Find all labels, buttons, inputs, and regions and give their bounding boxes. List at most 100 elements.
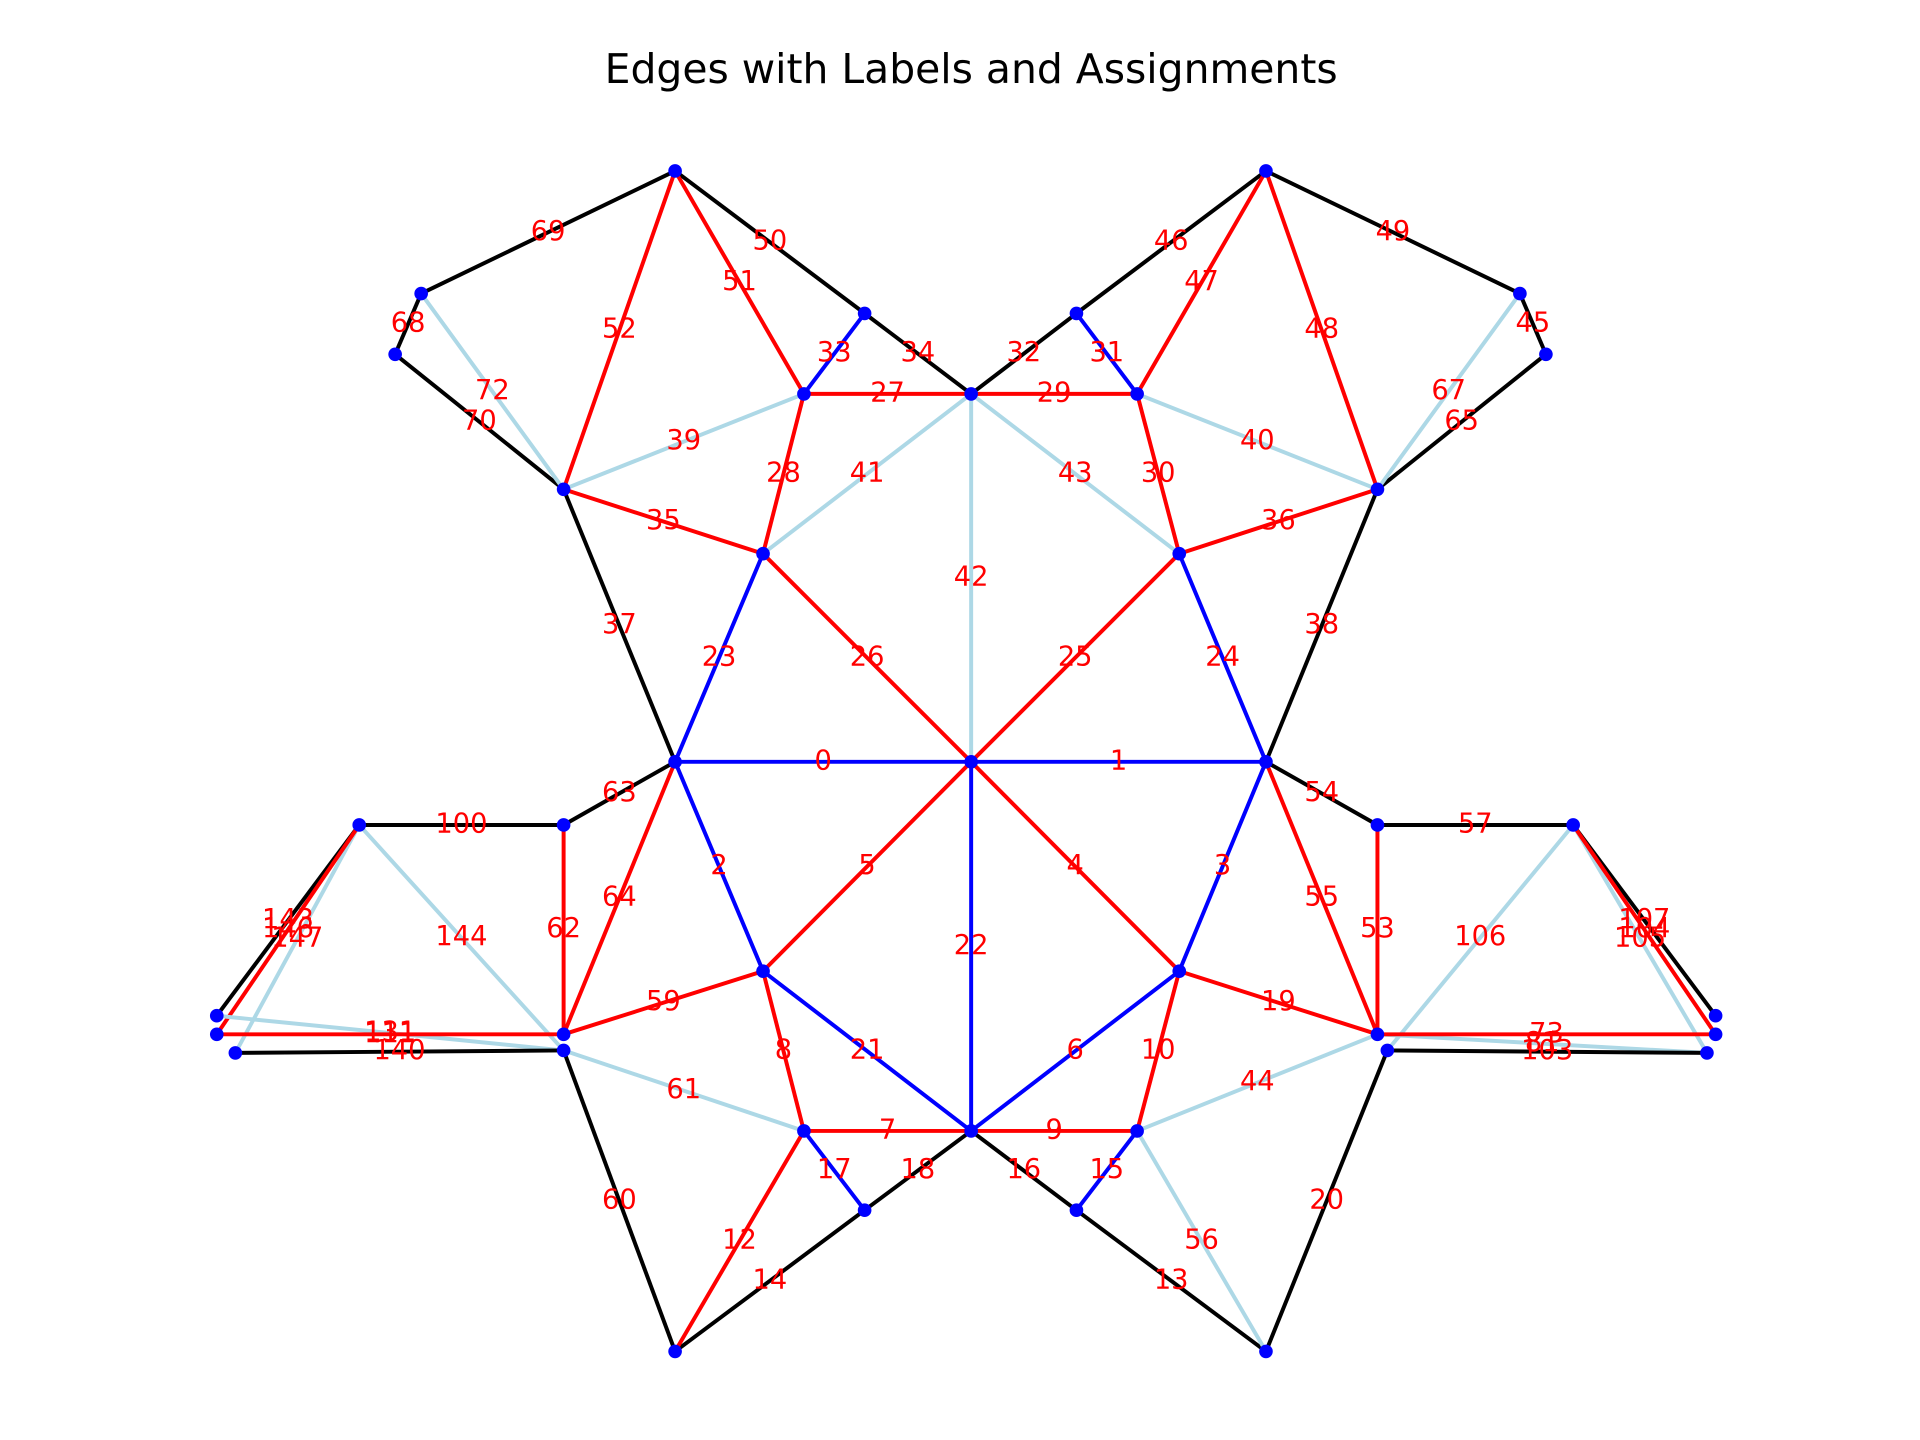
edge-label: 131 bbox=[364, 1017, 416, 1048]
edge bbox=[561, 170, 677, 490]
node bbox=[797, 1124, 811, 1138]
node bbox=[556, 1027, 571, 1042]
node bbox=[228, 1046, 243, 1060]
edge-label: 59 bbox=[646, 986, 681, 1017]
node bbox=[668, 164, 682, 178]
edge bbox=[969, 392, 1181, 556]
edge-label: 4 bbox=[1067, 850, 1084, 881]
edge-label: 45 bbox=[1516, 307, 1551, 338]
edges bbox=[215, 169, 1718, 1354]
edge-label: 10 bbox=[1141, 1035, 1176, 1066]
node bbox=[1380, 1043, 1395, 1058]
edge bbox=[1571, 823, 1718, 1036]
edge bbox=[1075, 1208, 1268, 1354]
edge bbox=[673, 169, 866, 315]
edge-label: 13 bbox=[1154, 1264, 1189, 1295]
edge-label: 54 bbox=[1304, 777, 1339, 808]
edge bbox=[673, 552, 765, 763]
edge bbox=[420, 169, 676, 296]
node bbox=[1259, 754, 1273, 769]
node bbox=[1259, 164, 1273, 178]
edge bbox=[561, 1049, 677, 1353]
edge-label: 103 bbox=[1521, 1035, 1573, 1066]
edge bbox=[1135, 169, 1268, 395]
node bbox=[797, 387, 811, 401]
node bbox=[1539, 347, 1553, 362]
edge-label: 22 bbox=[954, 930, 989, 961]
edge-label: 81 bbox=[1525, 1027, 1560, 1058]
node bbox=[1130, 1124, 1144, 1138]
edge-label: 7 bbox=[879, 1114, 896, 1145]
edge-label: 16 bbox=[1006, 1154, 1041, 1185]
edge bbox=[761, 760, 973, 973]
node bbox=[964, 1124, 978, 1138]
edge bbox=[419, 292, 566, 491]
edge-label: 39 bbox=[666, 425, 701, 456]
title: Edges with Labels and Assignments bbox=[605, 45, 1338, 93]
edge-label: 105 bbox=[1614, 922, 1666, 953]
edge bbox=[1264, 760, 1379, 827]
node bbox=[857, 306, 872, 321]
node bbox=[1708, 1008, 1723, 1023]
edge bbox=[235, 1048, 564, 1055]
edge-label: 33 bbox=[817, 337, 852, 368]
node bbox=[209, 1027, 224, 1042]
edge bbox=[1264, 170, 1380, 490]
edge bbox=[562, 760, 677, 827]
edge bbox=[761, 969, 973, 1133]
node bbox=[1069, 1203, 1084, 1218]
edge bbox=[761, 393, 806, 555]
edge bbox=[969, 552, 1181, 764]
node bbox=[1700, 1046, 1714, 1060]
edge-label: 5 bbox=[858, 850, 875, 881]
node bbox=[1370, 818, 1385, 832]
node bbox=[964, 754, 978, 769]
node bbox=[1130, 387, 1144, 401]
edge bbox=[562, 1048, 805, 1133]
edge bbox=[802, 312, 867, 396]
edge bbox=[393, 292, 423, 356]
edge bbox=[1135, 1129, 1268, 1353]
edge-label: 55 bbox=[1304, 882, 1339, 913]
edge bbox=[1074, 312, 1139, 396]
edge-label: 8 bbox=[775, 1035, 792, 1066]
edge-label: 27 bbox=[870, 377, 905, 408]
edge bbox=[1178, 487, 1379, 556]
edge-label: 64 bbox=[602, 882, 637, 913]
edge bbox=[561, 761, 677, 1036]
edge-label: 41 bbox=[850, 457, 885, 488]
edge-label: 70 bbox=[462, 405, 497, 436]
edge bbox=[1571, 823, 1709, 1054]
edge bbox=[1385, 823, 1575, 1052]
edge-label: 19 bbox=[1261, 986, 1296, 1017]
edge bbox=[802, 1129, 867, 1212]
node bbox=[1069, 306, 1084, 321]
edge bbox=[1135, 393, 1182, 555]
edge bbox=[1264, 488, 1380, 763]
edge bbox=[1264, 1049, 1390, 1353]
edge-label: 17 bbox=[817, 1154, 852, 1185]
edge bbox=[1177, 552, 1268, 763]
edge-label: 100 bbox=[435, 808, 487, 839]
edge-label: 28 bbox=[766, 457, 801, 488]
edge bbox=[562, 392, 805, 492]
node bbox=[1513, 286, 1527, 301]
edge bbox=[1375, 292, 1522, 491]
node bbox=[1172, 964, 1187, 978]
edge-label: 67 bbox=[1431, 375, 1466, 406]
edge-label: 69 bbox=[531, 216, 566, 247]
edge-label: 51 bbox=[722, 266, 757, 297]
node bbox=[352, 818, 367, 832]
edge-label: 60 bbox=[602, 1184, 637, 1215]
edge-label: 38 bbox=[1304, 609, 1339, 640]
edge-label: 0 bbox=[814, 745, 831, 776]
edge-label: 72 bbox=[475, 375, 510, 406]
edge-label: 1 bbox=[1110, 745, 1127, 776]
edge bbox=[1178, 969, 1379, 1037]
edge-label: 144 bbox=[435, 921, 487, 952]
edge-label: 143 bbox=[262, 904, 314, 935]
edge-label: 47 bbox=[1184, 266, 1219, 297]
node bbox=[1172, 546, 1187, 561]
edge-label: 20 bbox=[1309, 1184, 1344, 1215]
edge-label: 140 bbox=[373, 1035, 425, 1066]
